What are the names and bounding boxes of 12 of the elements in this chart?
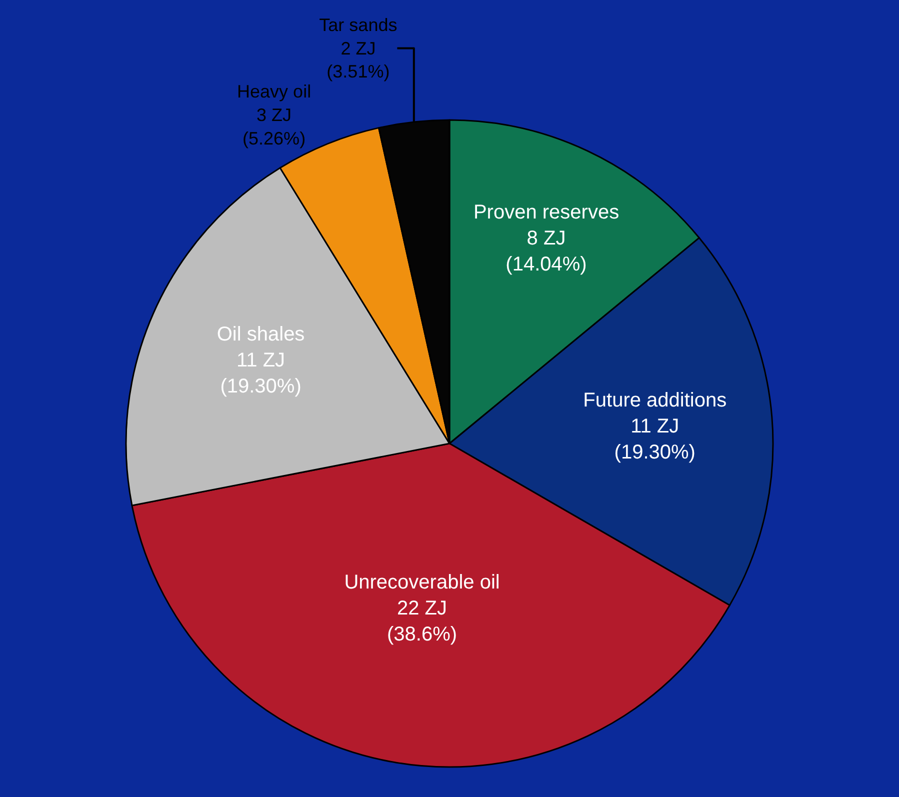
slice-label: Proven reserves	[473, 201, 620, 224]
slice-label: Oil shales	[216, 324, 305, 346]
slice-label: Future additions	[583, 389, 727, 412]
data-label: 11 ZJ (19.30%)	[614, 415, 696, 464]
data-label: 8 ZJ (14.04%)	[506, 227, 587, 276]
data-label: 22 ZJ (38.6%)	[386, 597, 458, 646]
data-label: 3 ZJ (5.26%)	[242, 105, 306, 149]
data-label: 2 ZJ (3.51%)	[326, 38, 390, 82]
slice-label: Heavy oil	[237, 82, 312, 102]
slice-label: Unrecoverable oil	[344, 571, 500, 594]
data-label: 11 ZJ (19.30%)	[220, 350, 302, 398]
slice-label: Tar sands	[319, 14, 398, 35]
